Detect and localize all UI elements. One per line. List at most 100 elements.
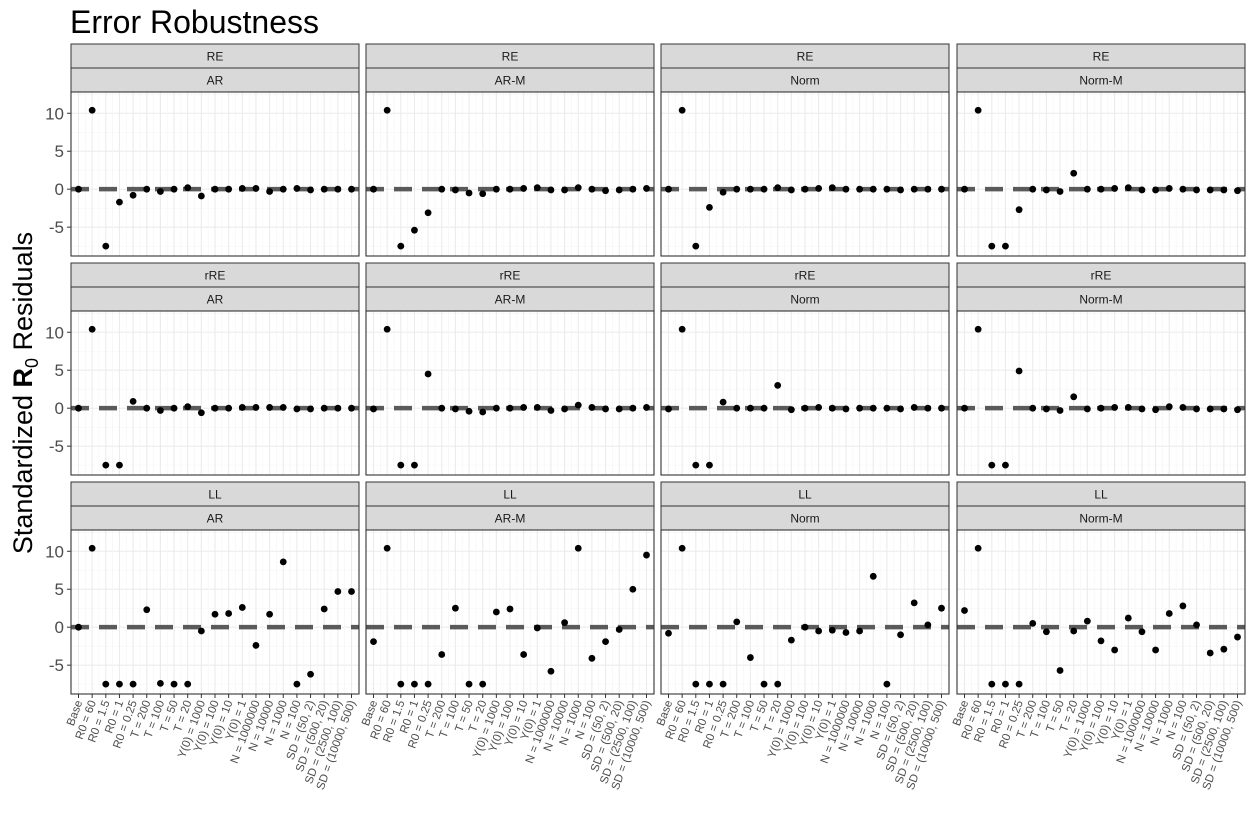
data-point (774, 382, 782, 389)
data-point (116, 680, 123, 688)
data-point (615, 405, 623, 413)
data-point (320, 404, 328, 412)
data-point (1193, 186, 1200, 194)
data-point (1220, 405, 1228, 413)
data-point (397, 680, 405, 688)
data-point (910, 404, 918, 411)
data-point (719, 398, 727, 406)
data-point (1056, 667, 1064, 674)
data-point (279, 558, 287, 566)
data-point (506, 185, 514, 193)
data-point (184, 680, 192, 688)
data-point (574, 401, 582, 409)
data-point (1152, 186, 1159, 194)
y-tick-label: 10 (45, 542, 64, 561)
panel-border (956, 91, 1246, 257)
data-point (225, 185, 233, 193)
data-point (1015, 680, 1023, 688)
row-strip-label: RE (502, 50, 519, 64)
data-point (293, 680, 301, 688)
data-point (1056, 407, 1064, 414)
col-strip-label: Norm-M (1079, 512, 1122, 526)
data-point (252, 404, 260, 411)
data-point (883, 185, 891, 193)
col-strip-label: AR-M (495, 512, 526, 526)
data-point (629, 185, 637, 193)
data-point (787, 636, 795, 644)
data-point (1152, 646, 1159, 654)
data-point (1056, 188, 1064, 195)
data-point (1138, 628, 1146, 636)
data-point (225, 610, 233, 617)
y-tick-label: 5 (55, 580, 64, 599)
data-point (75, 404, 82, 412)
panel-rRE-Norm-M: rRE Norm-M (956, 262, 1246, 476)
data-point (883, 404, 891, 412)
data-point (170, 404, 178, 412)
data-point (869, 572, 877, 580)
panel-rRE-AR-M: rRE AR-M (365, 262, 655, 476)
data-point (1220, 645, 1228, 653)
data-point (88, 544, 96, 552)
row-strip-label: RE (797, 50, 814, 64)
data-point (520, 404, 528, 411)
data-point (1097, 637, 1105, 645)
data-point (1002, 242, 1009, 250)
data-point (938, 604, 945, 612)
data-point (492, 404, 500, 412)
row-strip-label: rRE (500, 269, 521, 283)
data-point (465, 407, 473, 415)
data-point (479, 190, 487, 198)
data-point (411, 680, 418, 688)
row-strip-box (660, 481, 950, 507)
data-point (787, 186, 795, 194)
data-point (719, 680, 727, 688)
data-point (856, 404, 863, 412)
data-point (75, 623, 82, 631)
y-tick-label: 5 (55, 361, 64, 380)
data-point (547, 186, 555, 194)
data-point (1138, 405, 1146, 413)
data-point (1220, 186, 1228, 194)
data-point (370, 185, 377, 193)
data-point (129, 191, 137, 199)
data-point (320, 185, 328, 193)
data-point (1234, 633, 1241, 641)
col-strip-box (956, 505, 1246, 531)
panel-rRE-Norm: rRE Norm (660, 262, 950, 476)
data-point (1111, 404, 1119, 411)
data-point (1206, 649, 1214, 657)
y-tick-label: 5 (55, 142, 64, 161)
data-point (320, 605, 328, 613)
data-point (424, 209, 432, 217)
panels-layer: RE AR -5 0 5 10 RE AR-M RE Norm RE Norm-M rRE AR -5 0 5 1… (45, 43, 1246, 792)
data-point (1083, 185, 1091, 193)
data-point (988, 680, 996, 688)
data-point (574, 184, 582, 192)
data-point (961, 607, 968, 614)
data-point (897, 405, 904, 413)
data-point (465, 189, 473, 197)
col-strip-label: AR (207, 74, 224, 88)
data-point (1165, 185, 1173, 192)
data-point (1015, 367, 1023, 375)
data-point (307, 405, 314, 413)
data-point (102, 242, 110, 250)
data-point (307, 670, 314, 678)
data-point (1043, 405, 1050, 413)
data-point (747, 404, 754, 412)
data-point (238, 404, 246, 411)
col-strip-label: AR (207, 512, 224, 526)
data-point (465, 680, 473, 688)
data-point (1165, 403, 1173, 411)
data-point (1179, 602, 1187, 610)
data-point (1206, 186, 1214, 194)
data-point (334, 588, 342, 595)
data-point (747, 654, 754, 661)
data-point (506, 605, 514, 613)
data-point (883, 680, 891, 688)
panel-RE-AR: RE AR -5 0 5 10 (45, 43, 360, 257)
data-point (1083, 405, 1091, 413)
